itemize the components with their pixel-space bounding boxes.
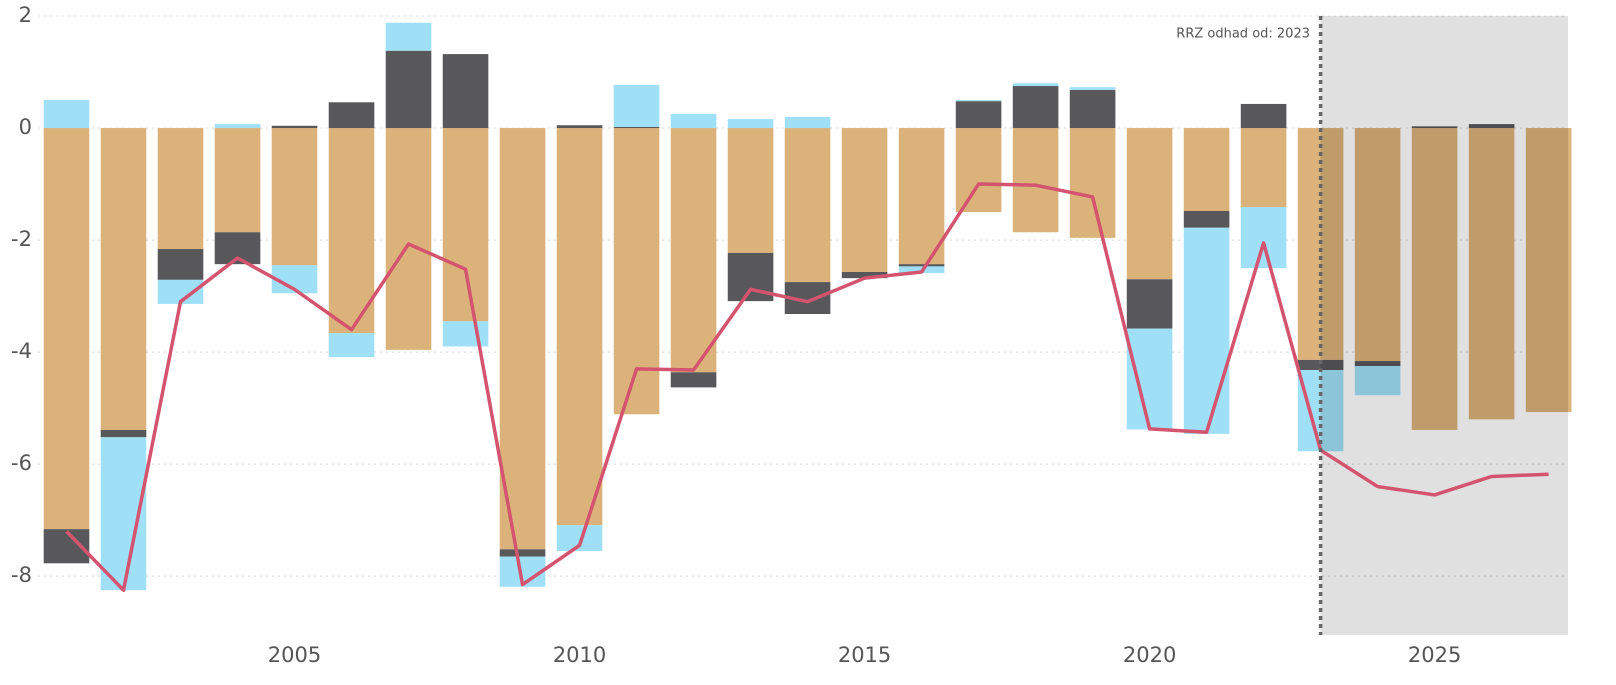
forecast-region (1320, 16, 1568, 635)
bar-segment (157, 128, 204, 250)
bar-segment (385, 50, 432, 129)
bar-segment (1126, 279, 1173, 329)
bar-segment (328, 128, 375, 334)
bar-segment (670, 128, 717, 373)
bar-segment (271, 125, 318, 129)
bar-segment (1354, 128, 1401, 362)
bar-segment (385, 22, 432, 51)
bar-segment (841, 272, 888, 279)
bar-segment (385, 128, 432, 350)
bar-segment (1183, 128, 1230, 211)
y-tick-label: -2 (11, 227, 32, 251)
bar-segment (1297, 359, 1344, 371)
bar-segment (1126, 128, 1173, 280)
bar-segment (670, 114, 717, 129)
bar-segment (1240, 103, 1287, 129)
bar-segment (1183, 210, 1230, 228)
bar-segment (100, 128, 147, 430)
bar-segment (1069, 87, 1116, 90)
x-tick-label: 2005 (268, 643, 321, 667)
bar-segment (214, 124, 261, 129)
bar-segment (328, 102, 375, 129)
bar-segment (727, 119, 774, 129)
bar-segment (1069, 89, 1116, 129)
bar-segment (955, 128, 1002, 213)
bar-segment (328, 333, 375, 358)
x-tick-label: 2010 (553, 643, 606, 667)
bar-segment (670, 372, 717, 388)
bar-segment (100, 429, 147, 438)
bar-segment (1354, 361, 1401, 367)
bar-segment (442, 321, 489, 347)
bar-segment (613, 126, 660, 129)
bar-segment (1354, 366, 1401, 396)
bar-segment (1468, 124, 1515, 129)
bar-segment (43, 128, 90, 530)
y-tick-label: 0 (19, 115, 32, 139)
bar-segment (1012, 128, 1059, 233)
bar-segment (1183, 227, 1230, 434)
line-series (65, 182, 1549, 592)
bar-segment (157, 249, 204, 280)
bar-segment (499, 549, 546, 557)
bar-segment (442, 54, 489, 129)
bar-segment (784, 116, 831, 129)
bar-segment (613, 128, 660, 415)
bar-segment (1468, 128, 1515, 420)
bar-segment (784, 128, 831, 283)
bar-segment (1240, 207, 1287, 269)
bar-segment (1012, 86, 1059, 129)
bar-segment (727, 128, 774, 253)
bar-segment (442, 128, 489, 322)
bar-segment (1240, 128, 1287, 208)
bar-segment (1126, 328, 1173, 430)
bar-segment (613, 84, 660, 127)
bar-segment (1411, 128, 1458, 430)
bar-segment (1069, 128, 1116, 238)
x-tick-label: 2020 (1123, 643, 1176, 667)
x-tick-label: 2025 (1408, 643, 1461, 667)
y-tick-label: 2 (19, 3, 32, 27)
bar-segment (499, 128, 546, 550)
y-tick-label: -8 (11, 563, 32, 587)
y-tick-label: -4 (11, 339, 32, 363)
bar-segment (955, 101, 1002, 129)
bar-segment (1411, 126, 1458, 129)
bar-segment (556, 128, 603, 526)
bar-segment (556, 125, 603, 129)
y-tick-label: -6 (11, 451, 32, 475)
bar-segment (271, 128, 318, 266)
bar-segment (955, 100, 1002, 102)
x-tick-label: 2015 (838, 643, 891, 667)
bar-segment (214, 128, 261, 233)
bar-segment (1012, 83, 1059, 87)
bar-segment (1525, 128, 1572, 413)
bar-segment (43, 100, 90, 129)
bar-segment (898, 264, 945, 267)
forecast-annotation: RRZ odhad od: 2023 (1176, 27, 1310, 42)
bar-segment (841, 128, 888, 273)
bar-segment (898, 128, 945, 265)
